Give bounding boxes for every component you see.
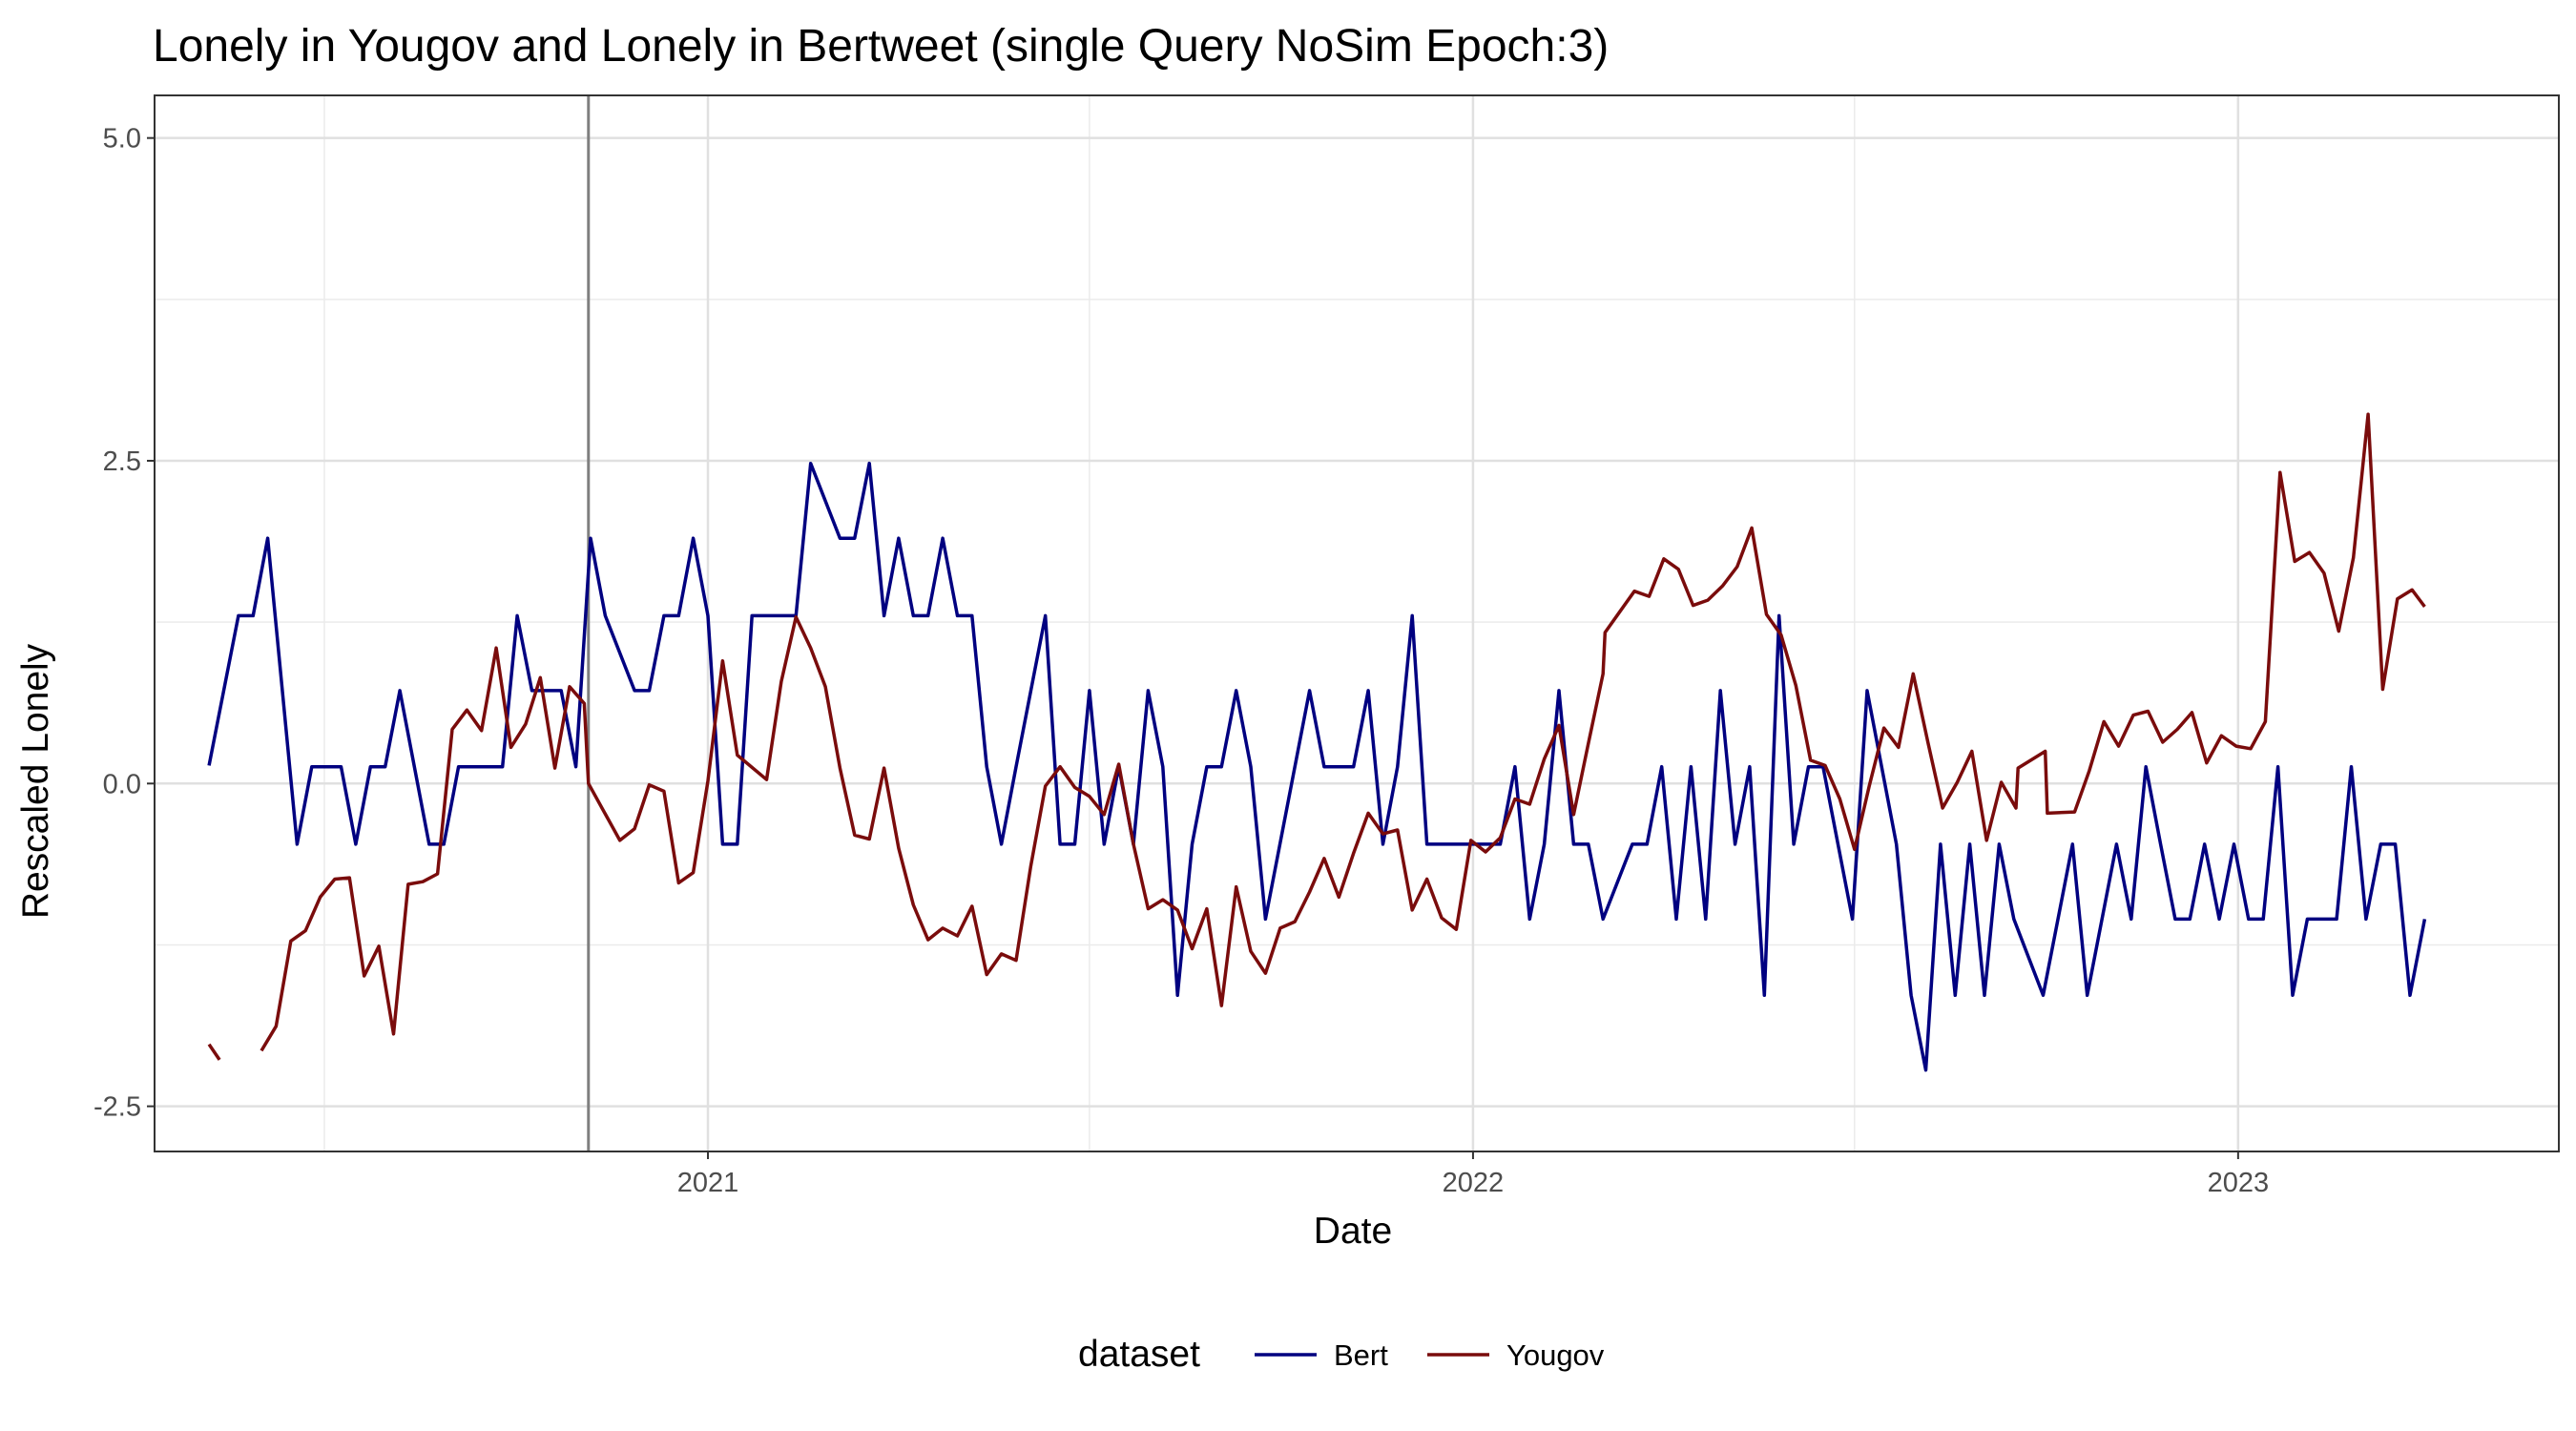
x-tick-label: 2022 (1443, 1168, 1505, 1198)
y-axis-title: Rescaled Lonely (15, 643, 56, 919)
chart-title: Lonely in Yougov and Lonely in Bertweet … (153, 21, 1609, 72)
series-line-yougov (260, 412, 2426, 1052)
series-line-bert (207, 461, 2427, 1072)
x-tick-label: 2023 (2208, 1168, 2270, 1198)
y-tick-label: 2.5 (103, 446, 141, 477)
grid-minor (155, 95, 2559, 1151)
panel-background (155, 95, 2559, 1151)
y-tick-label: 0.0 (103, 769, 141, 799)
legend: dataset Bert Yougov (1078, 1334, 1605, 1375)
y-axis: -2.5 0.0 2.5 5.0 (93, 124, 155, 1123)
series-line-yougov (207, 1043, 221, 1061)
panel-border (154, 94, 2560, 1152)
legend-label-bert: Bert (1334, 1338, 1388, 1372)
series-layer (207, 412, 2427, 1072)
y-tick-label: -2.5 (93, 1092, 141, 1123)
x-tick-label: 2021 (677, 1168, 739, 1198)
x-axis: 2021 2022 2023 (677, 1151, 2269, 1198)
y-tick-label: 5.0 (103, 124, 141, 155)
plot-area (154, 94, 2560, 1152)
x-axis-title: Date (1314, 1211, 1392, 1252)
legend-title: dataset (1078, 1334, 1200, 1375)
legend-label-yougov: Yougov (1506, 1338, 1605, 1372)
